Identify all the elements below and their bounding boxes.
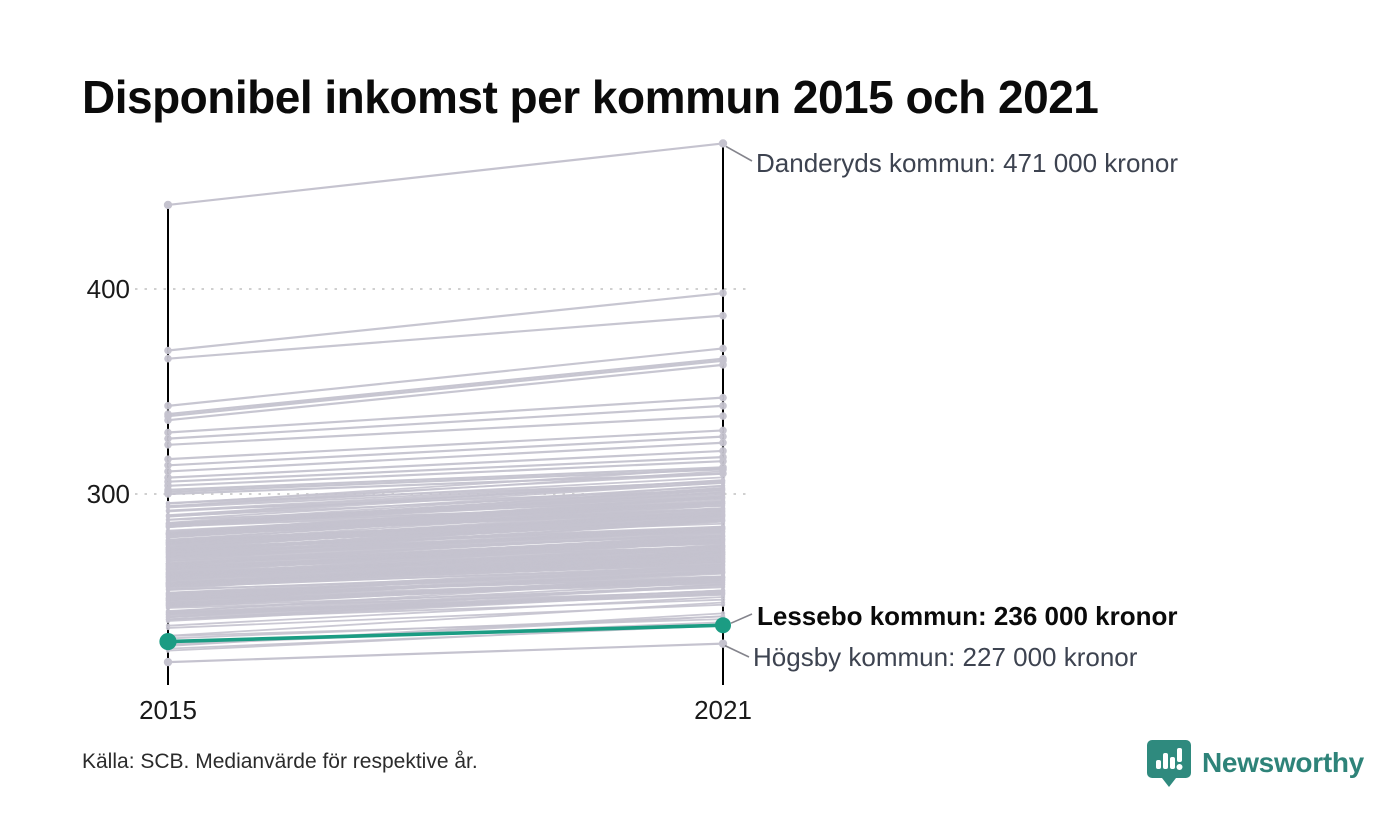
annotation-hogsby: Högsby kommun: 227 000 kronor <box>753 642 1138 672</box>
source-note: Källa: SCB. Medianvärde för respektive å… <box>82 750 478 773</box>
newsworthy-wordmark: Newsworthy <box>1202 747 1364 778</box>
annotation-lessebo-highlight: Lessebo kommun: 236 000 kronor <box>757 601 1178 631</box>
x-axis-label-2015: 2015 <box>139 695 197 725</box>
newsworthy-logo: Newsworthy <box>1146 738 1364 788</box>
chart-title: Disponibel inkomst per kommun 2015 och 2… <box>82 71 1099 123</box>
y-axis-tick-300: 300 <box>86 479 130 509</box>
x-axis-label-2021: 2021 <box>694 695 752 725</box>
y-axis-tick-400: 400 <box>86 274 130 304</box>
annotation-danderyd: Danderyds kommun: 471 000 kronor <box>756 148 1179 178</box>
newsworthy-logo-icon <box>1147 740 1191 787</box>
